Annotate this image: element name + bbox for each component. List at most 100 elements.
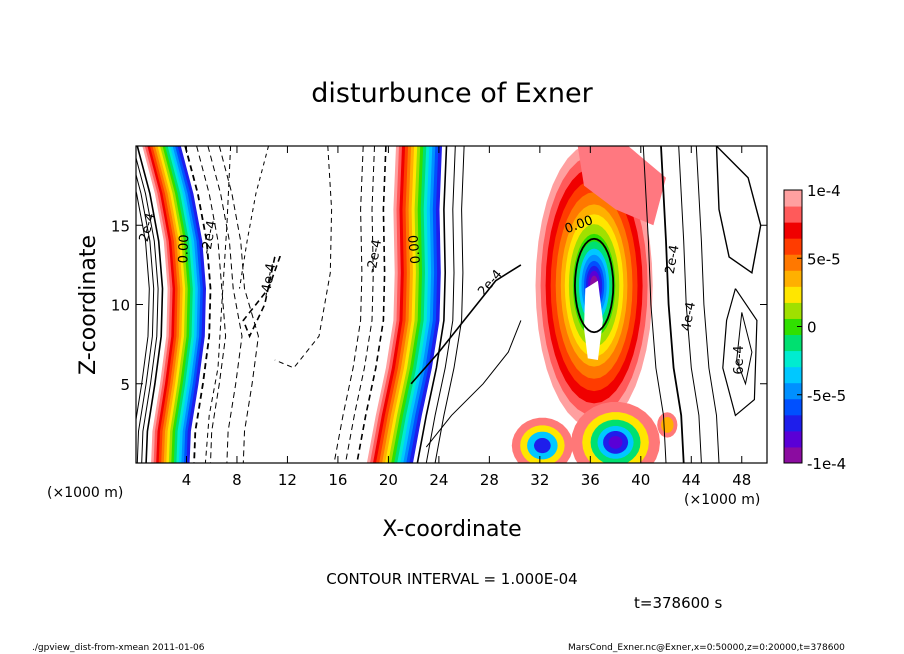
x-tick-label: 36 xyxy=(581,471,600,489)
contour-interval-note: CONTOUR INTERVAL = 1.000E-04 xyxy=(326,570,577,588)
exner-band-middle xyxy=(373,146,406,463)
contour-label: 0.00 xyxy=(406,234,423,264)
colorbar-swatch xyxy=(784,238,802,255)
positive-contour xyxy=(136,189,150,423)
colorbar-swatch xyxy=(784,334,802,352)
positive-contour xyxy=(136,172,155,463)
positive-contour xyxy=(136,156,159,463)
exner-band-middle xyxy=(370,146,403,463)
x-tick-label: 32 xyxy=(530,471,549,489)
negative-contour xyxy=(274,146,333,369)
exner-band-middle xyxy=(379,146,412,463)
positive-contour xyxy=(722,288,758,417)
x-tick-label: 48 xyxy=(732,471,751,489)
y-axis: 5 10 15 xyxy=(111,217,767,394)
x-tick-label: 40 xyxy=(631,471,650,489)
loop-hole xyxy=(584,280,603,360)
x-tick-label: 20 xyxy=(379,471,398,489)
chart-title: disturbunce of Exner xyxy=(311,78,593,109)
colorbar-swatch xyxy=(784,398,802,416)
exner-band-middle xyxy=(409,146,442,463)
exner-band-middle xyxy=(388,146,421,463)
x-tick-label: 24 xyxy=(429,471,448,489)
positive-contour xyxy=(434,146,465,463)
time-stamp: t=378600 s xyxy=(634,594,722,612)
x-tick-label: 28 xyxy=(480,471,499,489)
colorbar-swatch xyxy=(784,222,802,239)
exner-band-middle xyxy=(366,146,400,463)
contour-label: 0.00 xyxy=(176,234,192,263)
colorbar-swatch xyxy=(784,254,802,271)
exner-band-middle xyxy=(406,146,439,463)
contour-label: -2e-4 xyxy=(199,219,220,255)
exner-band-middle xyxy=(397,146,430,463)
positive-contour xyxy=(425,146,456,463)
x-tick-label: 4 xyxy=(182,471,192,489)
contour-label: -4e-4 xyxy=(259,262,280,298)
colorbar-swatch xyxy=(784,286,802,303)
footer-right: MarsCond_Exner.nc@Exner,x=0:50000,z=0:20… xyxy=(568,643,845,653)
y-tick-label: 15 xyxy=(111,217,130,235)
positive-contour xyxy=(678,146,702,463)
colorbar-swatch xyxy=(784,318,802,336)
contour-line-layer xyxy=(136,146,762,463)
exner-band-left xyxy=(177,146,206,463)
positive-contour xyxy=(136,146,164,463)
colorbar-tick-label: -1e-4 xyxy=(807,455,846,473)
exner-lower-blob xyxy=(534,438,551,454)
contour-label: 4e-4 xyxy=(679,301,699,332)
negative-contour xyxy=(333,146,364,463)
colorbar-swatch xyxy=(784,190,802,207)
exner-band-middle xyxy=(394,146,427,463)
contour-label: 2e-4 xyxy=(137,211,159,243)
x-tick-label: 44 xyxy=(682,471,701,489)
negative-contour xyxy=(196,146,227,463)
contour-label-layer: 2e-40.00 -2e-4-4e-4-2e-4 0.002e-40.002e-44… xyxy=(137,211,747,374)
contour-label: 2e-4 xyxy=(663,244,683,275)
positive-contour xyxy=(695,146,720,463)
colorbar-tick-label: 0 xyxy=(807,319,817,337)
colorbar-tick-label: 5e-5 xyxy=(807,250,841,268)
negative-contour xyxy=(218,146,259,463)
y-tick-label: 5 xyxy=(120,376,130,394)
y-axis-label: Z-coordinate xyxy=(76,235,101,375)
footer-left: ./gpview_dist-from-xmean 2011-01-06 xyxy=(32,643,205,653)
exner-band-middle xyxy=(400,146,433,463)
x-tick-label: 12 xyxy=(278,471,297,489)
negative-contour xyxy=(242,256,282,339)
negative-contour xyxy=(204,146,232,463)
x-axis: 4 8 12 16 20 24 28 32 36 40 44 48 xyxy=(182,146,751,489)
exner-band-middle xyxy=(385,146,418,463)
x-axis-label: X-coordinate xyxy=(382,517,521,542)
zero-contour xyxy=(573,237,615,334)
colorbar-swatch xyxy=(784,446,802,464)
contour-label: -2e-4 xyxy=(365,238,386,274)
negative-contour xyxy=(184,146,212,463)
y-tick-label: 10 xyxy=(111,297,130,315)
colorbar-swatch xyxy=(784,366,802,384)
colorbar-tick-label: -5e-5 xyxy=(807,387,846,405)
exner-band-middle xyxy=(391,146,424,463)
colorbar-swatch xyxy=(784,382,802,400)
colorbar-swatch xyxy=(784,350,802,368)
colorbar-swatch xyxy=(784,302,802,319)
y-unit-label: (×1000 m) xyxy=(47,485,123,501)
negative-contour xyxy=(356,146,387,463)
positive-contour xyxy=(715,146,762,274)
x-tick-label: 16 xyxy=(328,471,347,489)
positive-contour xyxy=(736,312,753,386)
color-fill-layer xyxy=(142,146,678,463)
exner-band-middle xyxy=(376,146,409,463)
positive-contour xyxy=(425,320,522,448)
negative-contour xyxy=(345,146,375,463)
positive-contour xyxy=(660,146,685,463)
x-unit-label: (×1000 m) xyxy=(684,492,760,508)
colorbar-swatch xyxy=(784,206,802,223)
exner-lower-blob xyxy=(608,436,623,449)
colorbar-swatch xyxy=(784,414,802,432)
exner-band-middle xyxy=(382,146,415,463)
contour-label: 6e-4 xyxy=(732,345,747,374)
colorbar-swatch xyxy=(784,430,802,448)
colorbar-swatch xyxy=(784,270,802,287)
